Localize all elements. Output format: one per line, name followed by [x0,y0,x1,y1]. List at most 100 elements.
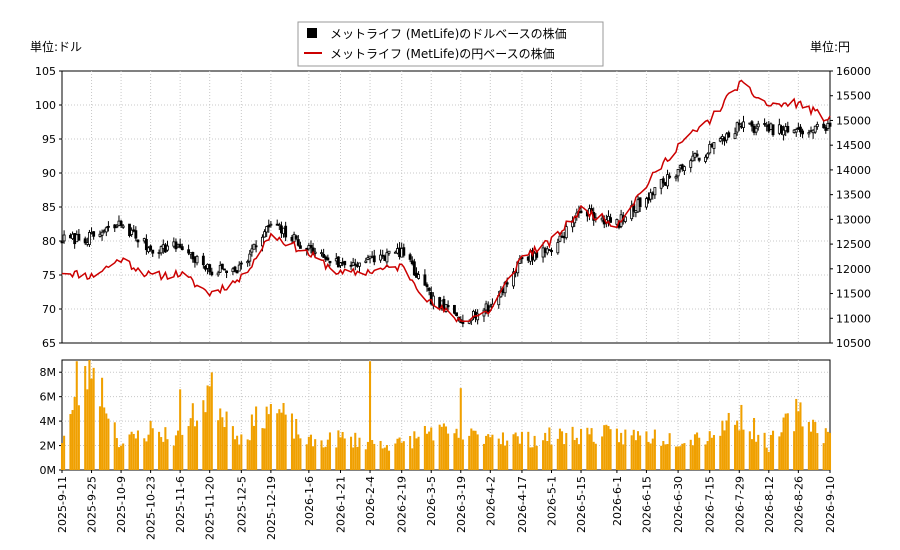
volume-bar [512,434,515,470]
volume-bar [284,414,287,470]
volume-bar [413,431,416,470]
volume-bar [293,438,296,470]
volume-bar [571,426,574,470]
candle-body [294,235,298,239]
volume-bar [172,445,175,470]
volume-bar [179,389,182,470]
volume-bar [221,417,224,470]
volume-bar [620,432,623,470]
volume-bar [73,396,76,470]
candle-body [343,260,347,266]
candle-body [195,256,199,264]
candle-body [691,155,695,162]
candle-body [151,249,155,254]
candle-body [735,122,739,133]
volume-bar [295,418,298,470]
candle-body [159,246,163,254]
volume-bar [309,434,312,470]
volume-bar [88,360,91,470]
candle-body [733,133,737,140]
volume-bar [501,432,504,470]
right-unit-label: 単位:円 [810,39,850,54]
volume-bar [778,436,781,470]
y-right-tick-label: 14000 [836,164,871,177]
candle-body [149,245,153,251]
volume-bar [769,434,772,470]
volume-bar [497,438,500,470]
volume-bar [586,427,589,470]
candle-body [269,223,273,226]
candle-body [263,231,266,238]
x-tick-label: 2026-7-15 [704,476,717,533]
y-left-tick-label: 85 [42,201,56,214]
y-left-tick-label: 70 [42,303,56,316]
candle-body [104,227,108,233]
volume-bar [531,447,534,470]
candle-body [246,261,250,264]
x-tick-label: 2026-5-15 [575,476,588,533]
volume-bar [210,372,213,470]
candle-body [815,124,819,128]
volume-bar [122,443,125,470]
volume-bar [255,406,258,470]
legend-usd-marker [307,28,317,38]
candle-body [187,249,191,254]
candle-body [412,261,416,276]
volume-bar [548,427,551,470]
x-tick-label: 2026-6-30 [672,476,685,533]
volume-bar [400,442,403,470]
volume-bar [487,434,490,470]
volume-bar [423,425,426,470]
volume-bar [573,440,576,470]
candle-body [661,178,665,184]
volume-bar [98,406,102,470]
volume-bar [130,431,133,470]
x-tick-label: 2025-12-5 [235,476,248,533]
volume-bar [240,434,243,470]
y-volume-tick-label: 2M [40,440,57,453]
candle-body [425,284,429,288]
volume-bar [354,432,357,470]
volume-bar [305,444,308,470]
volume-bar [187,426,190,470]
volume-bar [352,447,355,470]
volume-bar [696,432,699,470]
volume-bar [603,425,606,470]
volume-bar [75,361,78,470]
volume-bar [797,411,800,470]
volume-bar [105,413,108,470]
volume-bar [233,439,237,470]
volume-bar [261,428,264,470]
volume-bar [77,405,80,470]
candle-body [801,130,805,135]
candle-body [298,245,302,249]
candle-body [254,245,258,248]
volume-bar [145,441,148,470]
candle-body [718,138,722,142]
volume-bar [385,445,388,470]
y-right-tick-label: 12500 [836,238,871,251]
volume-bar [84,366,87,470]
volume-bar [577,444,580,470]
volume-bar [653,429,656,470]
x-tick-label: 2025-11-6 [174,476,187,533]
volume-bar [828,432,832,470]
candle-body [828,122,832,127]
volume-bar [506,440,509,470]
volume-bar [417,436,420,470]
volume-bar [324,446,327,470]
volume-bar [550,444,553,470]
volume-bar [132,433,135,470]
volume-bar [634,440,637,470]
volume-bar [677,446,680,470]
candle-body [322,253,326,258]
candle-body [786,126,790,133]
volume-bar [624,429,627,470]
volume-bar [727,412,730,470]
volume-bar [307,436,310,470]
legend-usd-label: メットライフ (MetLife)のドルベースの株価 [330,26,567,41]
volume-bar [470,428,473,470]
x-tick-label: 2025-12-19 [265,476,278,540]
volume-bar [765,447,768,470]
volume-bar [246,439,249,470]
